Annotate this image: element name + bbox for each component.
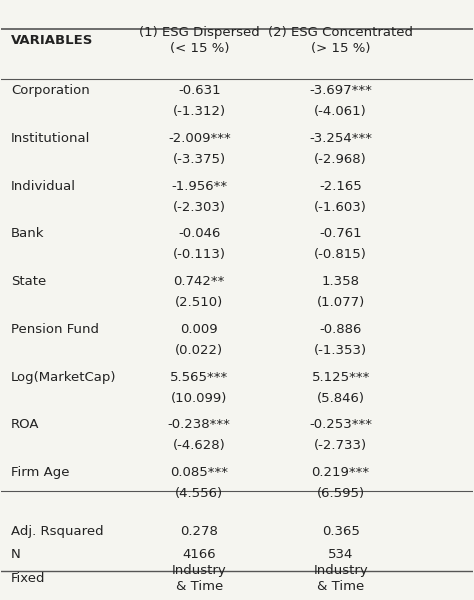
Text: (-0.815): (-0.815) xyxy=(314,248,367,262)
Text: -0.886: -0.886 xyxy=(319,323,362,336)
Text: (0.022): (0.022) xyxy=(175,344,223,357)
Text: -0.631: -0.631 xyxy=(178,84,220,97)
Text: (-1.603): (-1.603) xyxy=(314,200,367,214)
Text: Log(MarketCap): Log(MarketCap) xyxy=(11,371,116,383)
Text: State: State xyxy=(11,275,46,288)
Text: (2) ESG Concentrated
(> 15 %): (2) ESG Concentrated (> 15 %) xyxy=(268,26,413,55)
Text: (10.099): (10.099) xyxy=(171,392,228,404)
Text: Adj. Rsquared: Adj. Rsquared xyxy=(11,524,103,538)
Text: Industry
& Time: Industry & Time xyxy=(313,564,368,593)
Text: 1.358: 1.358 xyxy=(322,275,360,288)
Text: 0.742**: 0.742** xyxy=(173,275,225,288)
Text: (6.595): (6.595) xyxy=(317,487,365,500)
Text: Bank: Bank xyxy=(11,227,44,241)
Text: N: N xyxy=(11,548,20,561)
Text: Fixed: Fixed xyxy=(11,572,46,585)
Text: (-1.353): (-1.353) xyxy=(314,344,367,357)
Text: Industry
& Time: Industry & Time xyxy=(172,564,227,593)
Text: 0.278: 0.278 xyxy=(181,524,218,538)
Text: 534: 534 xyxy=(328,548,353,561)
Text: -0.238***: -0.238*** xyxy=(168,418,231,431)
Text: (-4.061): (-4.061) xyxy=(314,105,367,118)
Text: (-0.113): (-0.113) xyxy=(173,248,226,262)
Text: (1.077): (1.077) xyxy=(317,296,365,309)
Text: 0.365: 0.365 xyxy=(322,524,360,538)
Text: (-2.733): (-2.733) xyxy=(314,439,367,452)
Text: -3.254***: -3.254*** xyxy=(309,132,372,145)
Text: VARIABLES: VARIABLES xyxy=(11,34,93,47)
Text: Corporation: Corporation xyxy=(11,84,90,97)
Text: -3.697***: -3.697*** xyxy=(309,84,372,97)
Text: Institutional: Institutional xyxy=(11,132,90,145)
Text: ROA: ROA xyxy=(11,418,39,431)
Text: (-2.968): (-2.968) xyxy=(314,153,367,166)
Text: (-2.303): (-2.303) xyxy=(173,200,226,214)
Text: -2.009***: -2.009*** xyxy=(168,132,231,145)
Text: 0.085***: 0.085*** xyxy=(170,466,228,479)
Text: 5.565***: 5.565*** xyxy=(170,371,228,383)
Text: 0.009: 0.009 xyxy=(181,323,218,336)
Text: 0.219***: 0.219*** xyxy=(311,466,370,479)
Text: -2.165: -2.165 xyxy=(319,179,362,193)
Text: (-4.628): (-4.628) xyxy=(173,439,226,452)
Text: Individual: Individual xyxy=(11,179,76,193)
Text: 4166: 4166 xyxy=(182,548,216,561)
Text: (5.846): (5.846) xyxy=(317,392,365,404)
Text: -1.956**: -1.956** xyxy=(171,179,228,193)
Text: -0.761: -0.761 xyxy=(319,227,362,241)
Text: Firm Age: Firm Age xyxy=(11,466,69,479)
Text: -0.046: -0.046 xyxy=(178,227,220,241)
Text: 5.125***: 5.125*** xyxy=(311,371,370,383)
Text: Pension Fund: Pension Fund xyxy=(11,323,99,336)
Text: (-3.375): (-3.375) xyxy=(173,153,226,166)
Text: (2.510): (2.510) xyxy=(175,296,223,309)
Text: -0.253***: -0.253*** xyxy=(309,418,372,431)
Text: (1) ESG Dispersed
(< 15 %): (1) ESG Dispersed (< 15 %) xyxy=(139,26,260,55)
Text: (4.556): (4.556) xyxy=(175,487,223,500)
Text: (-1.312): (-1.312) xyxy=(173,105,226,118)
